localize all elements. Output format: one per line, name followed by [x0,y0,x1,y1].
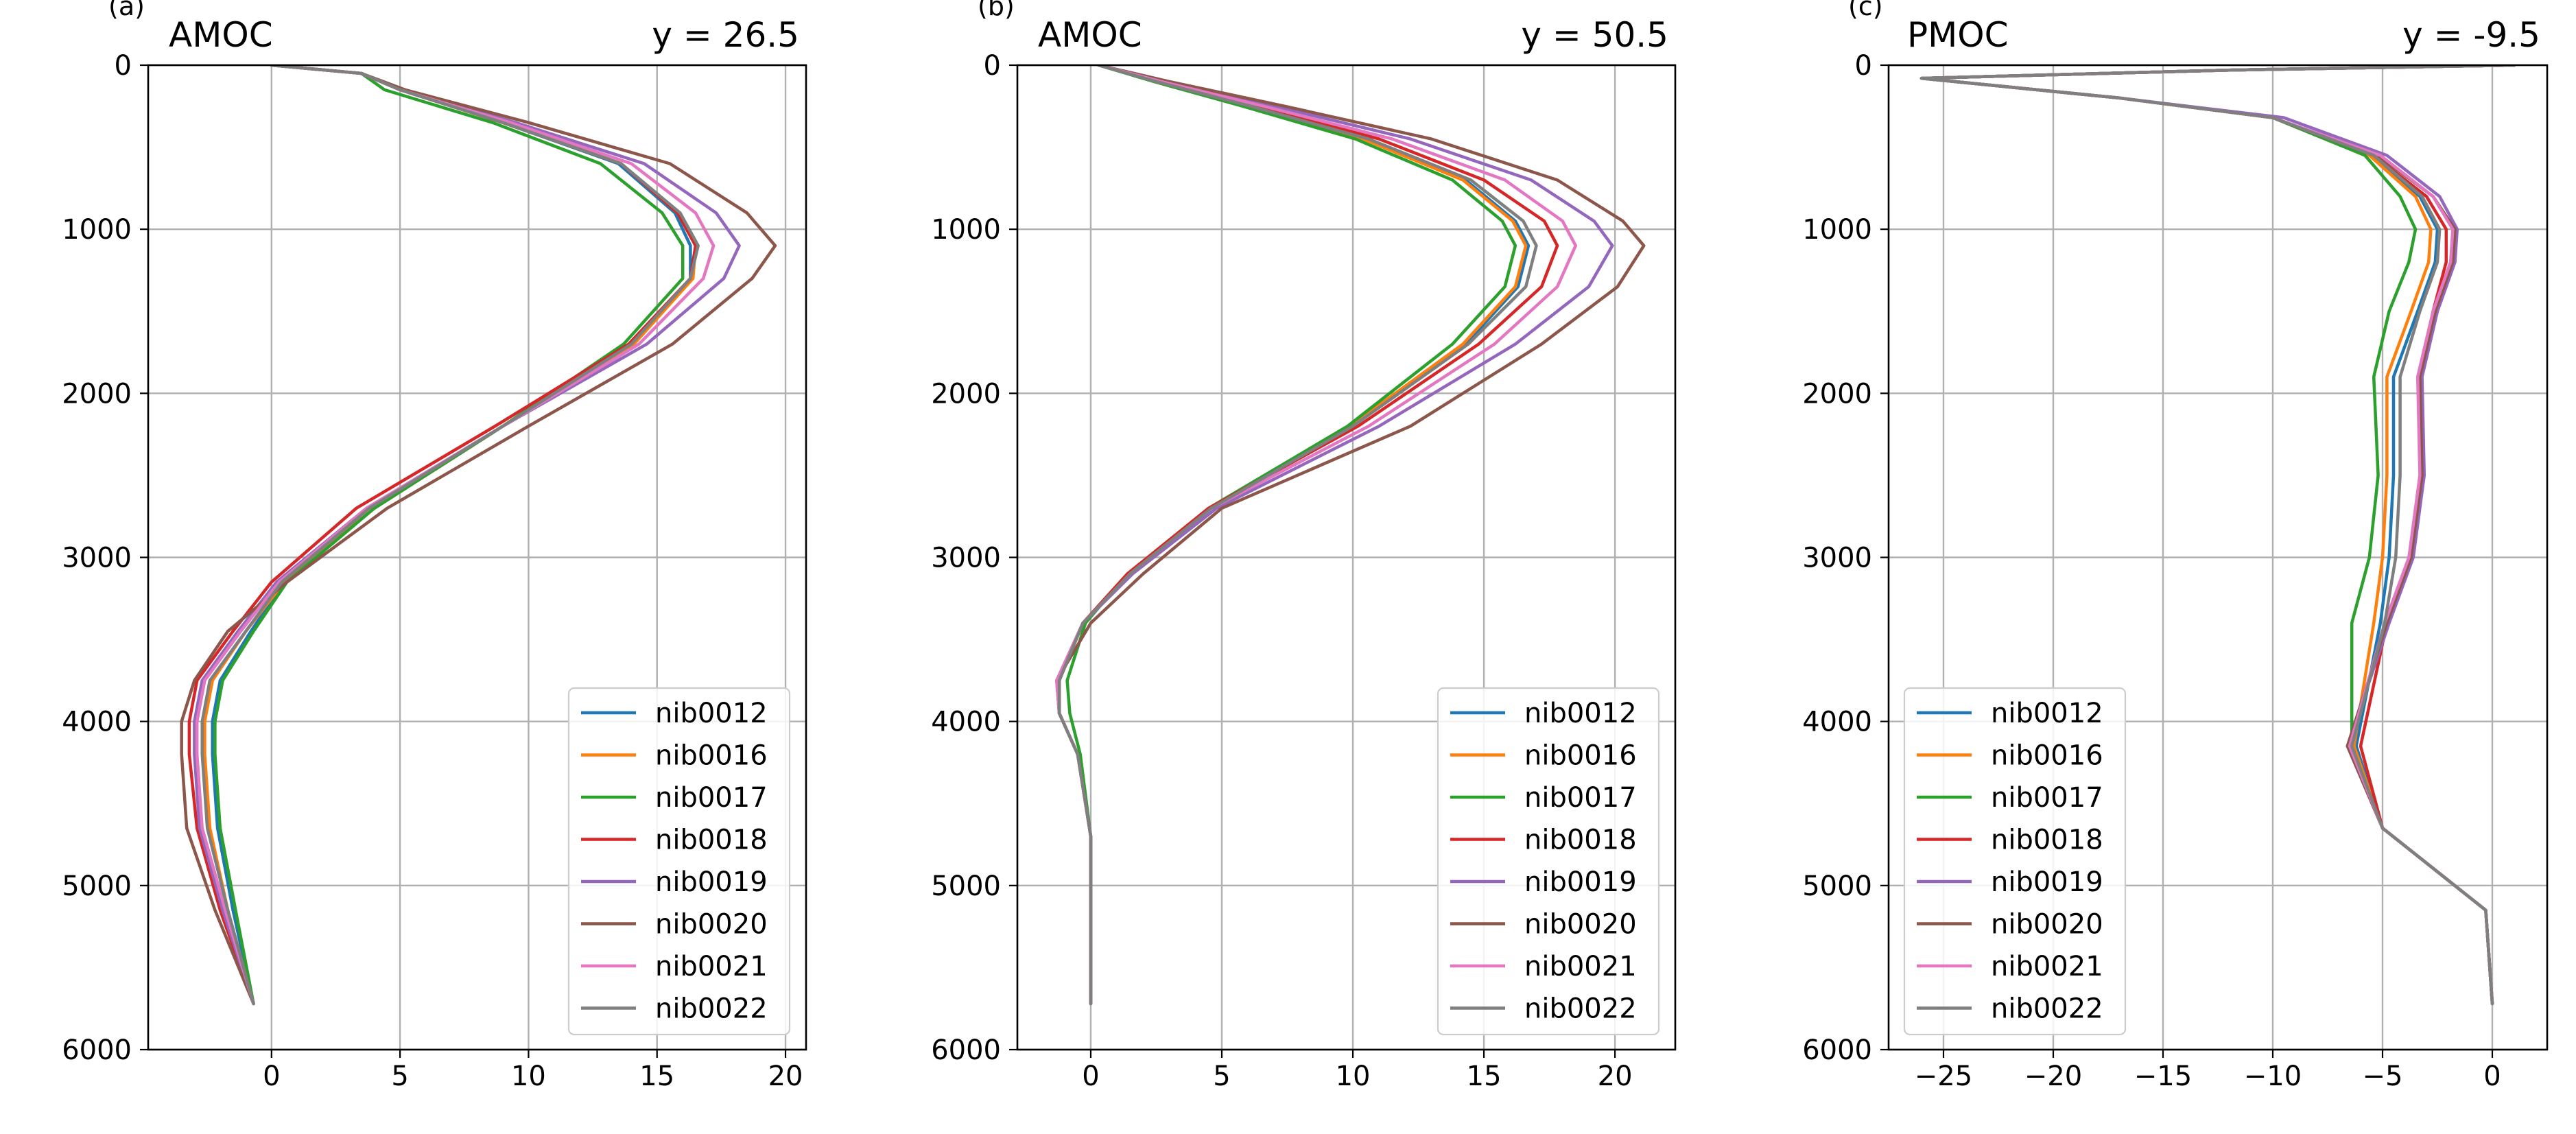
legend-label-nib0016: nib0016 [655,740,768,772]
x-tick-label: 20 [1598,1061,1633,1092]
y-axis: 0 1000 2000 3000 4000 5000 6000 [931,50,1017,1066]
panel-c: (c) PMOC y = -9.5 −25 −20 −15 −10 −5 0 0 1000 20… [1802,0,2549,1092]
legend-label-nib0021: nib0021 [1991,951,2103,982]
y-tick-label: 1000 [1802,214,1872,246]
panel-a-title-left: AMOC [169,15,273,55]
y-tick-label: 3000 [62,543,132,574]
legend-label-nib0012: nib0012 [1524,698,1637,729]
y-axis: 0 1000 2000 3000 4000 5000 6000 [62,50,148,1066]
legend-label-nib0020: nib0020 [1991,909,2103,941]
x-tick-label: 10 [511,1061,546,1092]
y-tick-label: 2000 [1802,378,1872,410]
panel-c-title-left: PMOC [1907,15,2009,55]
legend-label-nib0012: nib0012 [655,698,768,729]
legend: nib0012 nib0016 nib0017 nib0018 nib0019 nib00… [567,687,791,1036]
legend-label-nib0017: nib0017 [655,782,768,814]
y-tick-label: 2000 [62,378,132,410]
legend-label-nib0022: nib0022 [1991,993,2103,1025]
y-tick-label: 6000 [931,1035,1001,1066]
y-tick-label: 5000 [931,871,1001,902]
y-tick-label: 1000 [62,214,132,246]
y-tick-label: 5000 [1802,871,1872,902]
series-lines [180,65,777,1006]
legend-label-nib0018: nib0018 [1991,825,2103,856]
panel-a-title-right: y = 26.5 [652,15,799,55]
legend-label-nib0022: nib0022 [655,993,768,1025]
x-tick-label: 15 [1467,1061,1502,1092]
legend-label-nib0019: nib0019 [1991,866,2103,898]
y-tick-label: 6000 [62,1035,132,1066]
panel-a: (a) AMOC y = 26.5 0 5 10 15 20 0 1000 2000 3000 4… [62,0,807,1092]
y-tick-label: 6000 [1802,1035,1872,1066]
legend-box [1437,687,1660,1036]
panel-b: (b) AMOC y = 50.5 0 5 10 15 20 0 1000 2000 3000 4… [931,0,1677,1092]
y-axis: 0 1000 2000 3000 4000 5000 6000 [1802,50,1889,1066]
panel-b-letter: (b) [978,0,1015,21]
x-tick-label: 5 [1213,1061,1230,1092]
x-axis: −25 −20 −15 −10 −5 0 [1915,1050,2501,1092]
panel-c-letter: (c) [1848,0,1883,21]
x-tick-label: 10 [1336,1061,1371,1092]
y-tick-label: 3000 [1802,543,1872,574]
legend-box [567,687,791,1036]
y-tick-label: 0 [984,50,1001,82]
x-tick-label: 5 [391,1061,408,1092]
series-line-nib0022 [1057,65,1538,1006]
legend-label-nib0021: nib0021 [655,951,768,982]
legend-label-nib0020: nib0020 [1524,909,1637,941]
y-tick-label: 3000 [931,543,1001,574]
legend: nib0012 nib0016 nib0017 nib0018 nib0019 nib00… [1903,687,2127,1036]
legend-label-nib0019: nib0019 [655,866,768,898]
x-tick-label: −10 [2244,1061,2302,1092]
series-lines [1055,65,1646,1006]
x-tick-label: −20 [2024,1061,2082,1092]
x-tick-label: 0 [2483,1061,2501,1092]
panel-c-title-right: y = -9.5 [2402,15,2540,55]
legend-label-nib0018: nib0018 [655,825,768,856]
series-line-nib0017 [1065,65,1517,1006]
series-line-nib0022 [1919,65,2516,1006]
legend-label-nib0016: nib0016 [1991,740,2103,772]
x-tick-label: 0 [1082,1061,1099,1092]
x-tick-label: 15 [639,1061,674,1092]
x-axis: 0 5 10 15 20 [263,1050,803,1092]
y-tick-label: 4000 [62,707,132,738]
series-lines [1919,65,2516,1006]
panel-a-letter: (a) [108,0,145,21]
legend-label-nib0021: nib0021 [1524,951,1637,982]
legend-label-nib0019: nib0019 [1524,866,1637,898]
y-tick-label: 0 [115,50,132,82]
x-axis: 0 5 10 15 20 [1082,1050,1633,1092]
legend-label-nib0017: nib0017 [1524,782,1637,814]
x-tick-label: −25 [1915,1061,1972,1092]
legend-label-nib0012: nib0012 [1991,698,2103,729]
x-tick-label: 20 [768,1061,803,1092]
y-tick-label: 5000 [62,871,132,902]
y-tick-label: 0 [1855,50,1872,82]
y-tick-label: 4000 [931,707,1001,738]
legend-box [1903,687,2127,1036]
x-tick-label: −15 [2134,1061,2192,1092]
y-tick-label: 1000 [931,214,1001,246]
y-tick-label: 4000 [1802,707,1872,738]
legend-label-nib0016: nib0016 [1524,740,1637,772]
legend-label-nib0018: nib0018 [1524,825,1637,856]
panel-b-title-left: AMOC [1038,15,1142,55]
series-line-nib0020 [180,65,777,1006]
x-tick-label: −5 [2363,1061,2403,1092]
panel-b-title-right: y = 50.5 [1521,15,1668,55]
x-tick-label: 0 [263,1061,280,1092]
legend: nib0012 nib0016 nib0017 nib0018 nib0019 nib00… [1437,687,1660,1036]
legend-label-nib0017: nib0017 [1991,782,2103,814]
y-tick-label: 2000 [931,378,1001,410]
series-line-nib0022 [200,65,700,1006]
legend-label-nib0020: nib0020 [655,909,768,941]
legend-label-nib0022: nib0022 [1524,993,1637,1025]
